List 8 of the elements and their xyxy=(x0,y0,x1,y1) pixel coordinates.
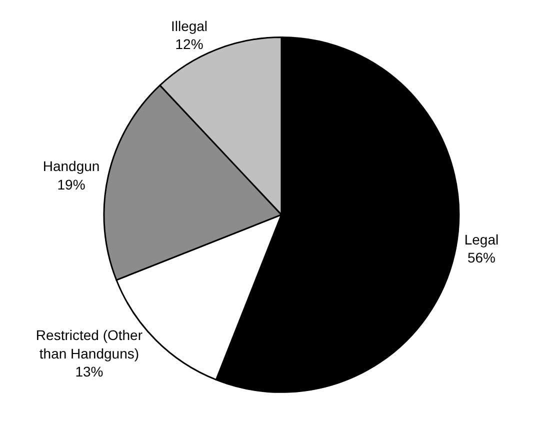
slice-label: Restricted (Other than Handguns) xyxy=(36,327,143,362)
data-label: 13% xyxy=(75,363,104,380)
slice-label: Legal xyxy=(464,231,499,248)
slice-label: Illegal xyxy=(170,18,208,34)
data-label: 12% xyxy=(175,36,204,52)
data-label: 19% xyxy=(57,176,86,192)
data-label: 56% xyxy=(467,250,496,266)
slice-label: Handgun xyxy=(42,158,100,174)
